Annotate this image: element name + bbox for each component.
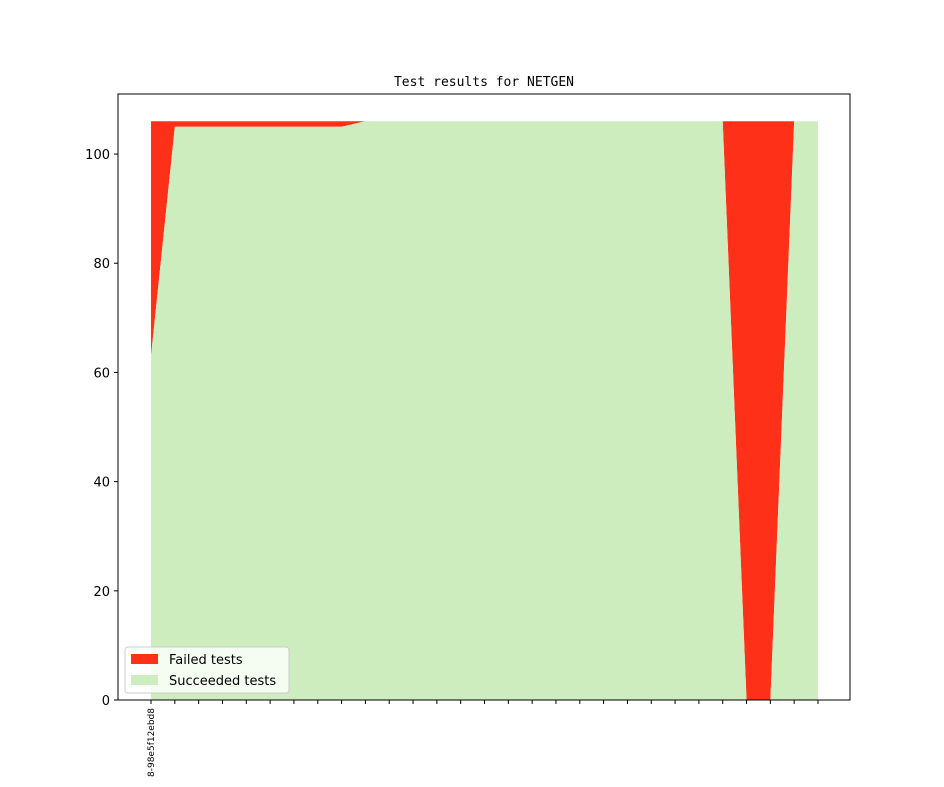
area-failed-tests [151,121,818,701]
legend-swatch-succeeded [131,675,158,685]
legend-box [124,646,290,694]
x-axis: 8-98e5f12ebd8 [147,700,819,777]
x-tick-label: 8-98e5f12ebd8 [147,708,157,777]
legend: Failed tests Succeeded tests [124,646,290,694]
y-tick-label: 40 [93,476,110,491]
y-tick-label: 20 [93,585,110,600]
legend-swatch-failed [131,654,158,664]
area-succeeded-tests [151,121,818,701]
plot-area [151,121,818,701]
y-axis: 0 20 40 60 80 100 [85,148,118,709]
y-tick-label: 80 [93,257,110,272]
legend-label-failed: Failed tests [169,653,243,668]
y-tick-label: 60 [93,366,110,381]
y-tick-label: 100 [85,148,110,163]
chart-title: Test results for NETGEN [394,75,574,90]
y-tick-label: 0 [102,694,110,709]
legend-label-succeeded: Succeeded tests [169,674,276,689]
